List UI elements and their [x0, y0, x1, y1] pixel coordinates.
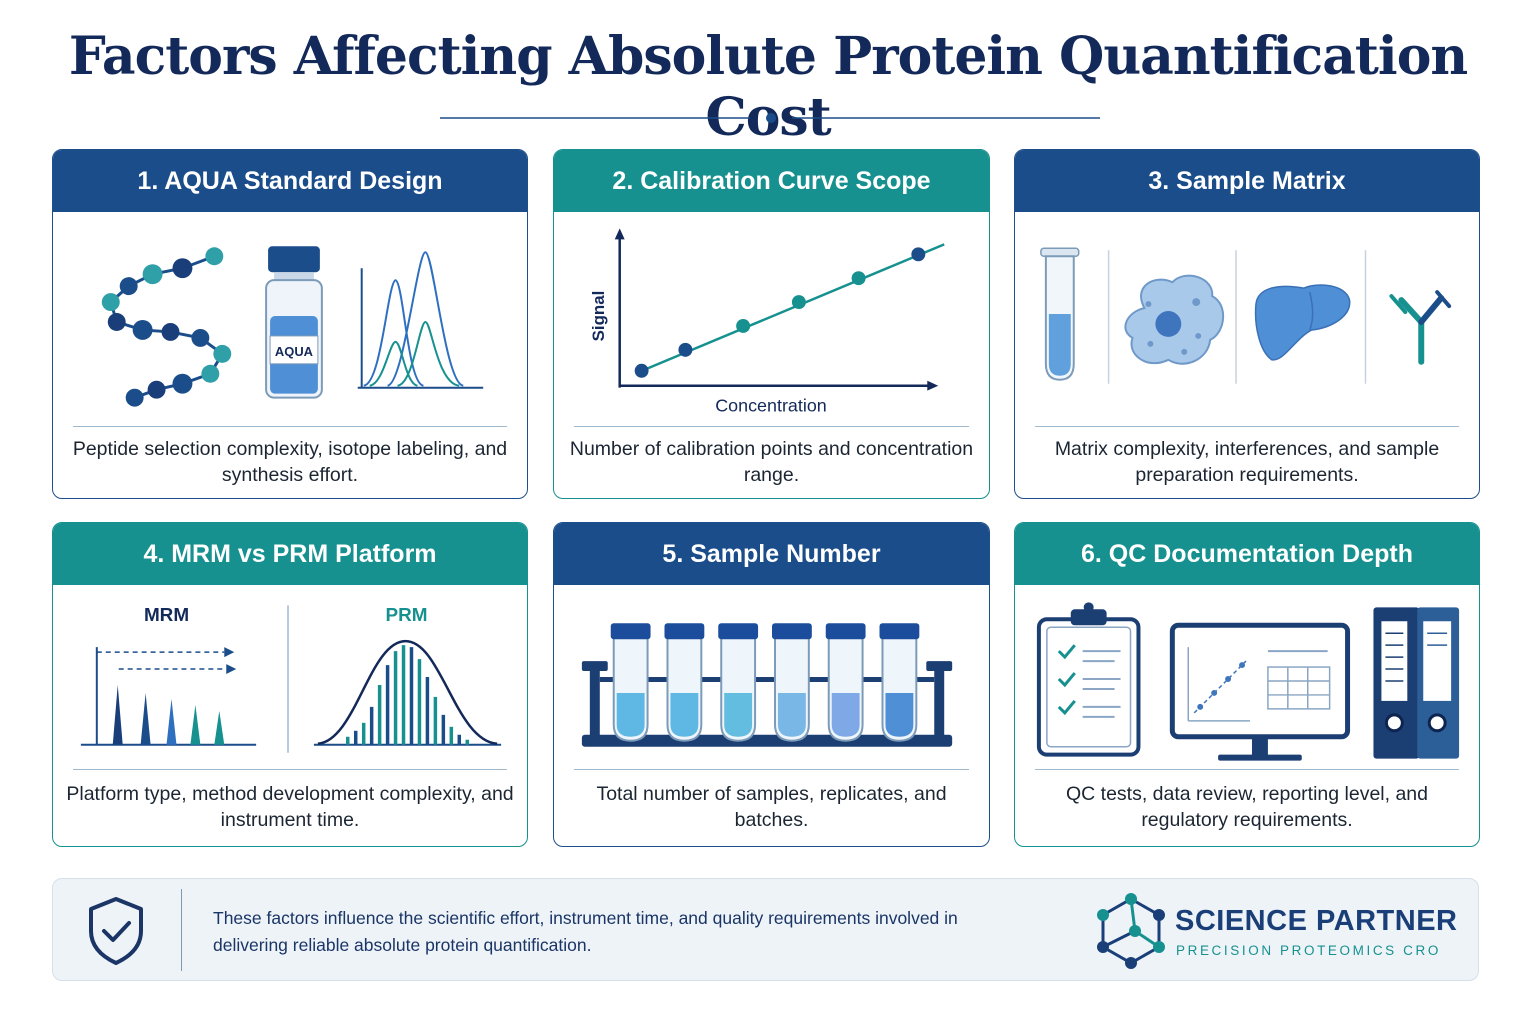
sample-tube-icon [664, 623, 705, 742]
card-description: Peptide selection complexity, isotope la… [72, 438, 508, 486]
peptide-chain-icon [101, 247, 232, 407]
clipboard-checklist-icon [1036, 602, 1141, 757]
sample-tubes [610, 623, 920, 742]
card-heading: 5. Sample Number [554, 523, 989, 585]
calibration-curve-icon [614, 228, 945, 391]
card-heading: 1. AQUA Standard Design [53, 150, 527, 212]
card-art: AQUA [101, 246, 484, 407]
aqua-vial-icon [265, 246, 323, 399]
card-art [581, 623, 953, 747]
card-description: Total number of samples, replicates, and… [596, 783, 947, 831]
monitor-chart-icon [1169, 622, 1351, 761]
prm-spectrum-icon [313, 639, 502, 746]
card-heading: 4. MRM vs PRM Platform [53, 523, 527, 585]
card-description: Number of calibration points and concent… [569, 438, 974, 486]
card-heading: 3. Sample Matrix [1015, 150, 1479, 212]
card-heading: 6. QC Documentation Depth [1015, 523, 1479, 585]
brand-tagline: PRECISION PROTEOMICS CRO [1176, 943, 1441, 958]
prm-label: PRM [386, 605, 428, 626]
card-divider [1035, 426, 1459, 427]
card-art [1040, 247, 1452, 384]
card-divider [1035, 769, 1459, 770]
page-title: Factors Affecting Absolute Protein Quant… [68, 26, 1468, 148]
sample-tube-icon [879, 623, 920, 742]
card-art: MRM PRM [80, 605, 502, 753]
card-description: Platform type, method development comple… [66, 783, 514, 831]
card-sample-number: 5. Sample Number Total number of samples… [553, 522, 990, 847]
cell-icon [1124, 274, 1225, 365]
card-description: QC tests, data review, reporting level, … [1065, 783, 1429, 831]
card-art: Signal Concentration [589, 228, 945, 416]
card-art [1036, 602, 1460, 761]
vial-label: AQUA [275, 344, 313, 359]
shield-check-icon [89, 897, 143, 965]
molecule-logo-icon [1097, 893, 1165, 969]
footer-banner: These factors influence the scientific e… [52, 878, 1479, 981]
mrm-label: MRM [144, 605, 189, 626]
card-heading: 2. Calibration Curve Scope [554, 150, 989, 212]
card-aqua-standard-design: 1. AQUA Standard Design AQUA [52, 149, 528, 499]
footer-text: These factors influence the scientific e… [213, 908, 958, 955]
card-mrm-vs-prm-platform: 4. MRM vs PRM Platform MRM PRM [52, 522, 528, 847]
card-divider [574, 769, 969, 770]
card-divider [73, 769, 507, 770]
footer-separator [181, 889, 182, 971]
sample-tube-icon [825, 623, 866, 742]
sample-tube-icon [718, 623, 759, 742]
isotope-peaks-icon [357, 251, 484, 389]
card-description: Matrix complexity, interferences, and sa… [1054, 438, 1440, 486]
title-divider [440, 113, 1100, 123]
binders-icon [1373, 607, 1460, 759]
test-tube-icon [1040, 247, 1080, 381]
mrm-transitions-icon [80, 647, 257, 746]
card-divider [574, 426, 969, 427]
card-qc-documentation-depth: 6. QC Documentation Depth [1014, 522, 1480, 847]
sample-tube-icon [610, 623, 651, 742]
sample-tube-icon [771, 623, 812, 742]
x-axis-label: Concentration [715, 396, 827, 416]
liver-icon [1254, 284, 1351, 361]
card-sample-matrix: 3. Sample Matrix [1014, 149, 1480, 499]
card-divider [73, 426, 507, 427]
antibody-icon [1389, 290, 1452, 365]
y-axis-label: Signal [589, 291, 608, 342]
brand-name: SCIENCE PARTNER [1175, 905, 1458, 937]
card-calibration-curve-scope: 2. Calibration Curve Scope Signal Concen… [553, 149, 990, 499]
